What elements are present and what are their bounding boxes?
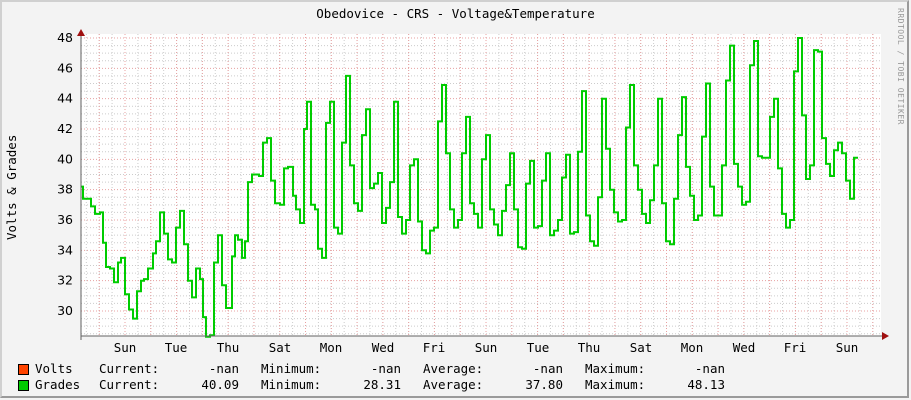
y-tick-label: 32	[57, 273, 73, 288]
current-label: Current:	[99, 377, 160, 392]
y-axis-ticks: 30 32 34 36 38 40 42 44 46 48	[57, 30, 73, 318]
x-tick-label: Thu	[217, 340, 240, 355]
minimum-value: -nan	[370, 361, 401, 376]
x-tick-label: Sun	[114, 340, 137, 355]
x-tick-label: Sat	[269, 340, 292, 355]
minimum-label: Minimum:	[261, 377, 322, 392]
y-tick-label: 36	[57, 212, 73, 227]
minimum-value: 28.31	[363, 377, 401, 392]
y-tick-label: 44	[57, 91, 73, 106]
maximum-value: 48.13	[687, 377, 725, 392]
x-tick-label: Mon	[681, 340, 704, 355]
maximum-label: Maximum:	[585, 361, 646, 376]
maximum-label: Maximum:	[585, 377, 646, 392]
volts-color-swatch	[18, 363, 29, 375]
x-axis-arrow-icon	[882, 332, 889, 340]
y-tick-label: 46	[57, 60, 73, 75]
current-value: 40.09	[201, 377, 239, 392]
legend-row-grades: Grades Current: 40.09 Minimum: 28.31 Ave…	[18, 377, 747, 393]
average-value: 37.80	[525, 377, 563, 392]
x-tick-label: Sun	[836, 340, 859, 355]
y-tick-label: 34	[57, 242, 73, 257]
grades-series-line	[81, 37, 858, 338]
x-tick-label: Mon	[320, 340, 343, 355]
x-tick-label: Fri	[423, 340, 446, 355]
x-tick-label: Tue	[527, 340, 550, 355]
current-value: -nan	[208, 361, 239, 376]
average-value: -nan	[532, 361, 563, 376]
average-label: Average:	[423, 377, 484, 392]
legend-row-volts: Volts Current: -nan Minimum: -nan Averag…	[18, 361, 747, 377]
y-tick-label: 48	[57, 30, 73, 45]
legend: Volts Current: -nan Minimum: -nan Averag…	[18, 361, 747, 393]
y-tick-label: 42	[57, 121, 73, 136]
minimum-label: Minimum:	[261, 361, 322, 376]
rrdtool-watermark: RRDTOOL / TOBI OETIKER	[896, 8, 905, 125]
chart-plot-area: 30 32 34 36 38 40 42 44 46 48 Sun Tue Thu Sat Mon Wed F…	[57, 29, 889, 355]
x-tick-label: Sat	[630, 340, 653, 355]
y-axis-arrow-icon	[77, 29, 85, 36]
current-label: Current:	[99, 361, 160, 376]
average-label: Average:	[423, 361, 484, 376]
x-tick-label: Tue	[165, 340, 188, 355]
x-tick-label: Sun	[475, 340, 498, 355]
y-tick-label: 40	[57, 151, 73, 166]
grades-color-swatch	[18, 379, 29, 391]
y-tick-label: 38	[57, 182, 73, 197]
chart-title: Obedovice - CRS - Voltage&Temperature	[316, 6, 595, 21]
maximum-value: -nan	[694, 361, 725, 376]
x-tick-label: Wed	[733, 340, 756, 355]
x-tick-label: Fri	[784, 340, 807, 355]
legend-series-name: Volts	[35, 361, 73, 376]
legend-series-name: Grades	[35, 377, 81, 392]
y-tick-label: 30	[57, 303, 73, 318]
x-tick-label: Thu	[578, 340, 601, 355]
x-tick-label: Wed	[372, 340, 395, 355]
x-axis-ticks: Sun Tue Thu Sat Mon Wed Fri Sun Tue Thu Sat Mon Wed F…	[114, 340, 859, 355]
